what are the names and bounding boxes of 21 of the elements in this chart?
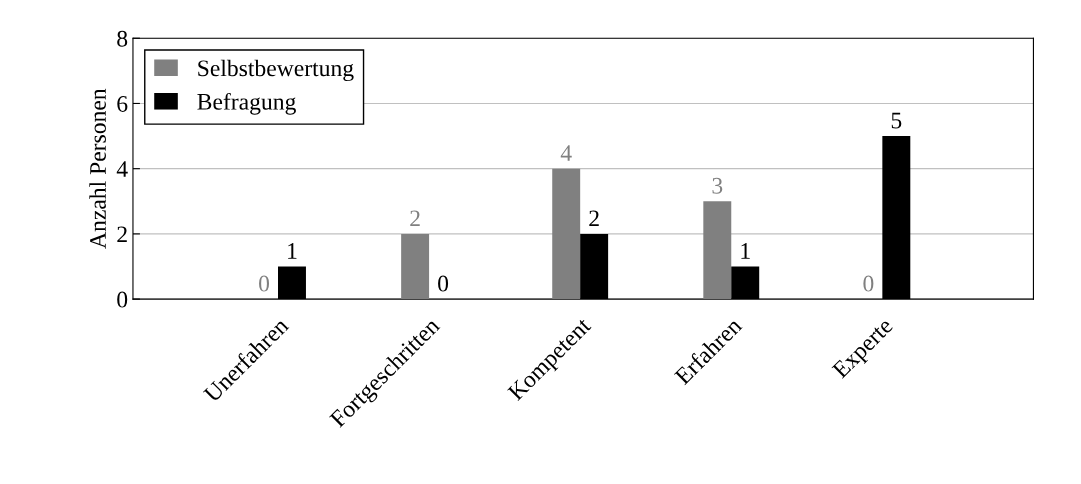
data-label: 1 (741, 243, 750, 259)
data-label: 0 (438, 275, 449, 292)
data-label: 1 (288, 243, 297, 259)
legend-label: Selbstbewertung (198, 59, 354, 82)
y-tick-label: 0 (117, 291, 128, 308)
y-tick-label: 4 (116, 161, 128, 177)
bar (552, 168, 581, 300)
legend-label: Befragung (197, 92, 296, 115)
bar (703, 201, 732, 300)
y-tick-label: 6 (117, 96, 128, 112)
data-label: 3 (712, 177, 723, 194)
data-label: 0 (259, 275, 270, 292)
data-label: 0 (863, 275, 874, 292)
data-label: 2 (589, 210, 599, 227)
y-axis-title: Anzahl Personen (89, 88, 106, 249)
y-tick-label: 2 (117, 226, 127, 243)
data-label: 2 (410, 210, 420, 227)
y-tick-label: 8 (117, 30, 128, 47)
bar (401, 233, 430, 300)
data-label: 5 (891, 112, 902, 129)
data-label: 4 (560, 145, 572, 161)
